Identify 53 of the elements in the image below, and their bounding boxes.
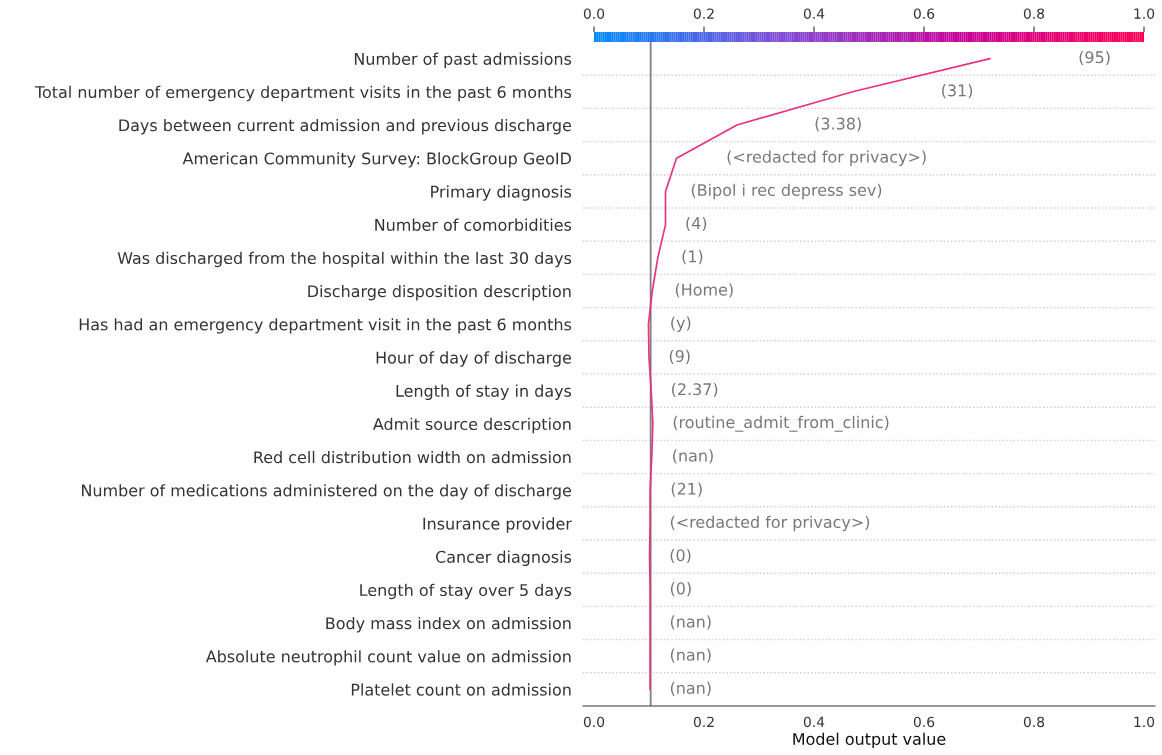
- annotation: (21): [671, 482, 702, 497]
- x-tick-label: 0.8: [1023, 716, 1045, 728]
- y-tick-label: Length of stay over 5 days: [360, 583, 572, 600]
- color-bar-label: 0.0: [583, 8, 605, 19]
- annotation: (Bipol i rec depress sev): [691, 183, 882, 200]
- x-tick-label: 0.0: [583, 716, 605, 728]
- annotation: (4): [686, 216, 707, 232]
- annotation: (3.38): [815, 117, 861, 132]
- annotation: (2.37): [672, 382, 718, 398]
- annotation: (9): [669, 349, 690, 364]
- y-tick-label: Primary diagnosis: [431, 185, 572, 201]
- y-tick-label: Number of comorbidities: [375, 218, 572, 231]
- annotation: (<redacted for privacy>): [670, 515, 870, 532]
- y-tick-label: Total number of emergency department visits in the past 6 months: [34, 85, 572, 102]
- y-tick-label: Red cell distribution width on admission: [254, 450, 571, 464]
- y-tick-label: Cancer diagnosis: [435, 550, 572, 566]
- annotation: (31): [942, 84, 973, 99]
- x-tick-label: 0.4: [803, 716, 825, 728]
- y-tick-label: Was discharged from the hospital within the last 30 days: [117, 251, 572, 268]
- y-tick-label: Admit source description: [372, 417, 571, 434]
- color-bar-label: 0.2: [693, 8, 714, 19]
- annotation: (<redacted for privacy>): [727, 150, 926, 166]
- color-bar-label: 0.4: [803, 8, 825, 19]
- y-tick-label: Hour of day of discharge: [376, 351, 572, 367]
- y-tick-label: Number of past admissions: [354, 52, 572, 68]
- annotation: (95): [1079, 50, 1110, 66]
- y-tick-label: Length of stay in days: [396, 384, 572, 400]
- color-bar-label: 0.6: [913, 8, 935, 19]
- y-tick-label: Number of medications administered on the day of discharge: [82, 484, 572, 500]
- annotation: (Home): [675, 283, 733, 298]
- annotation: (1): [682, 250, 703, 265]
- y-tick-label: Has had an emergency department visit in the past 6 months: [79, 318, 572, 334]
- annotation: (0): [670, 582, 691, 597]
- y-tick-label: Absolute neutrophil count value on admission: [205, 650, 571, 666]
- x-tick-label: 1.0: [1134, 716, 1155, 728]
- y-tick-label: Discharge disposition description: [308, 284, 571, 301]
- color-bar-label: 0.8: [1023, 8, 1045, 19]
- y-tick-label: Body mass index on admission: [326, 616, 571, 633]
- y-tick-label: Insurance provider: [423, 517, 572, 533]
- x-tick-label: 0.2: [693, 716, 714, 728]
- annotation: (nan): [670, 648, 711, 663]
- annotation: (y): [671, 316, 691, 332]
- annotation: (0): [670, 548, 691, 564]
- y-tick-label: Platelet count on admission: [351, 683, 571, 696]
- y-tick-label: Days between current admission and previous discharge: [119, 118, 572, 135]
- annotation: (routine_admit_from_clinic): [673, 415, 889, 432]
- annotation: (nan): [670, 681, 711, 696]
- x-tick-label: 0.6: [913, 716, 935, 728]
- annotation: (nan): [673, 449, 713, 464]
- y-tick-label: American Community Survey: BlockGroup GeoID: [182, 152, 571, 168]
- color-bar-label: 1.0: [1134, 8, 1155, 19]
- x-axis-title: Model output value: [793, 732, 946, 749]
- annotation: (nan): [670, 615, 711, 630]
